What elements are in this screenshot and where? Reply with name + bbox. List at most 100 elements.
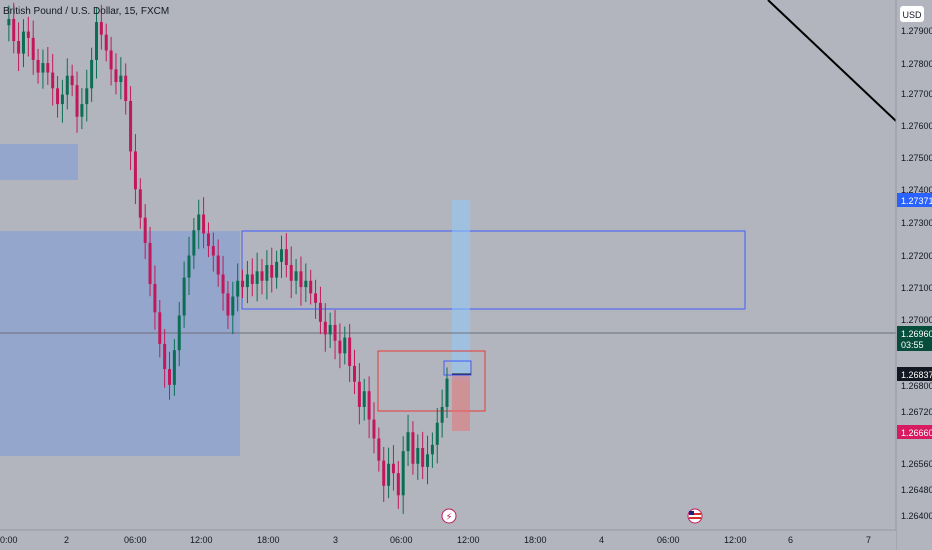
lightning-icon: ⚡	[445, 512, 452, 523]
outlined-zone	[241, 230, 746, 310]
candle-body	[158, 312, 162, 344]
candle-body	[343, 337, 347, 354]
price-tick: 1.27100	[901, 283, 932, 293]
event-us-flag-marker[interactable]	[687, 508, 703, 524]
candle-body	[75, 85, 79, 117]
price-tick: 1.26400	[901, 511, 932, 521]
time-label: 06:00	[124, 535, 147, 545]
price-axis: USD 1.27900 1.27800 1.27700 1.27600 1.27…	[895, 0, 932, 550]
time-label: 3	[333, 535, 338, 545]
candle-body	[168, 369, 172, 385]
price-tag-level-1-value: 1.27371	[901, 196, 932, 206]
us-flag-canton	[689, 511, 694, 515]
candle-body	[138, 189, 142, 218]
candle-body	[133, 151, 137, 190]
price-tick: 1.26800	[901, 381, 932, 391]
candle-body	[309, 280, 313, 294]
entry-box	[443, 360, 472, 376]
candle-body	[17, 41, 21, 54]
candle-body	[226, 293, 230, 316]
currency-button-label: USD	[902, 10, 922, 20]
candle-body	[12, 18, 16, 42]
candle-body	[426, 454, 430, 467]
price-tag-level-3	[897, 425, 932, 439]
time-label: 12:00	[724, 535, 747, 545]
price-tag-countdown: 03:55	[901, 340, 924, 350]
event-lightning-marker[interactable]: ⚡	[441, 508, 457, 524]
supply-zone-small	[0, 144, 78, 180]
candle-body	[21, 31, 25, 54]
candle-body	[90, 59, 94, 89]
candle-body	[430, 444, 434, 455]
time-axis-background	[0, 530, 896, 550]
candle-body	[294, 271, 298, 281]
candle-body	[94, 22, 98, 60]
trendline[interactable]	[767, 0, 897, 122]
candle-body	[299, 271, 303, 288]
time-label: 18:00	[524, 535, 547, 545]
candle-body	[245, 274, 249, 288]
time-label: 0:00	[0, 535, 18, 545]
price-tag-level-2	[897, 367, 932, 381]
lightning-icon-bg	[441, 508, 457, 524]
price-tick: 1.26560	[901, 459, 932, 469]
candle-body	[284, 249, 288, 265]
candle-body	[406, 432, 410, 452]
stop-loss-box	[452, 374, 470, 431]
candle-body	[270, 265, 274, 278]
candle-body	[85, 88, 89, 105]
candle-body	[250, 274, 254, 284]
price-tick: 1.27700	[901, 89, 932, 99]
candle-body	[182, 277, 186, 316]
time-axis: 0:00 2 06:00 12:00 18:00 3 06:00 12:00 1…	[0, 529, 896, 550]
candle-body	[289, 265, 293, 281]
price-tick: 1.26480	[901, 485, 932, 495]
candle-body	[104, 34, 108, 51]
candle-body	[197, 214, 201, 231]
time-label: 7	[866, 535, 871, 545]
candle-body	[304, 280, 308, 288]
candle-body	[192, 230, 196, 256]
price-axis-background	[896, 0, 932, 550]
candle-body	[377, 438, 381, 461]
candle-body	[416, 447, 420, 464]
price-tag-level-3-value: 1.26660	[901, 428, 932, 438]
candle-body	[206, 233, 210, 247]
candle-body	[241, 280, 245, 288]
position-outline-box	[377, 350, 486, 412]
candle-body	[440, 406, 444, 423]
candle-body	[421, 447, 425, 467]
candle-body	[314, 293, 318, 303]
time-label: 6	[788, 535, 793, 545]
candle-body	[338, 340, 342, 354]
price-tick: 1.27000	[901, 315, 932, 325]
candle-body	[46, 63, 50, 73]
price-tick: 1.27900	[901, 26, 932, 36]
candle-body	[435, 422, 439, 445]
symbol-title: British Pound / U.S. Dollar, 15, FXCM	[3, 6, 169, 17]
candle-body	[124, 75, 128, 101]
candle-body	[60, 94, 64, 105]
price-tick: 1.27500	[901, 153, 932, 163]
candle-body	[7, 18, 11, 26]
candle-body	[382, 460, 386, 486]
candle-body	[70, 75, 74, 86]
candle-body	[255, 271, 259, 284]
candle-body	[357, 381, 361, 407]
candle-body	[445, 378, 449, 407]
candle-body	[65, 75, 69, 95]
candle-body	[143, 217, 147, 243]
candle-body	[177, 315, 181, 351]
time-label: 12:00	[190, 535, 213, 545]
candle-body	[353, 365, 357, 382]
candle-body	[109, 50, 113, 70]
candle-body	[51, 72, 55, 89]
candle-body	[265, 265, 269, 281]
candle-body	[172, 350, 176, 385]
currency-button[interactable]	[900, 6, 924, 22]
candle-body	[36, 59, 40, 73]
candle-body	[163, 343, 167, 370]
time-label: 06:00	[657, 535, 680, 545]
candle-body	[26, 31, 30, 38]
